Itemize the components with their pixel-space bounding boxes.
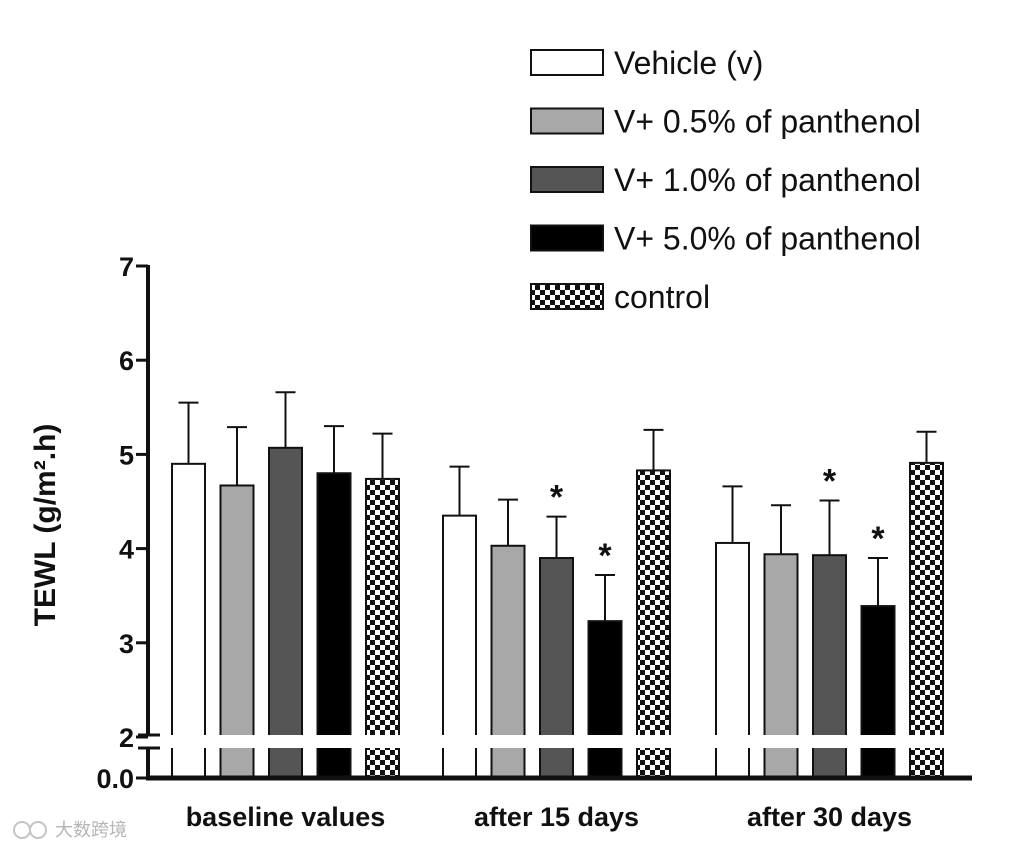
y-tick-label: 5 bbox=[119, 440, 134, 470]
significance-star: * bbox=[598, 537, 612, 575]
legend-swatch bbox=[530, 224, 604, 252]
significance-star: * bbox=[823, 463, 837, 501]
bar bbox=[171, 462, 206, 779]
y-tick-label: 6 bbox=[119, 346, 134, 376]
bar bbox=[909, 461, 944, 779]
legend-label: control bbox=[614, 279, 710, 315]
y-tick-label: 3 bbox=[119, 629, 134, 659]
bar bbox=[636, 469, 671, 779]
legend-label: V+ 1.0% of panthenol bbox=[614, 162, 921, 198]
bar bbox=[365, 477, 400, 779]
y-tick-label: 4 bbox=[119, 535, 134, 565]
watermark-logo-icon bbox=[13, 821, 47, 839]
y-tick-label: 2 bbox=[119, 723, 134, 753]
y-axis: 0.0 2 3 4 5 6 7 bbox=[96, 252, 972, 794]
legend-swatch bbox=[530, 107, 604, 135]
bar bbox=[219, 484, 255, 779]
category-label: after 30 days bbox=[747, 802, 912, 832]
legend-swatch bbox=[530, 166, 604, 193]
significance-star: * bbox=[550, 479, 564, 517]
legend-swatch bbox=[530, 283, 604, 310]
legend-label: V+ 0.5% of panthenol bbox=[614, 104, 921, 140]
category-label: after 15 days bbox=[474, 802, 639, 832]
legend-label: V+ 5.0% of panthenol bbox=[614, 221, 921, 257]
legend: Vehicle (v) V+ 0.5% of panthenol V+ 1.0% o… bbox=[530, 45, 921, 315]
significance-star: * bbox=[871, 520, 885, 558]
watermark-text: 大数跨境 bbox=[55, 820, 127, 840]
bar bbox=[587, 620, 623, 779]
bar bbox=[860, 605, 896, 780]
bar bbox=[316, 472, 352, 779]
y-axis-label: TEWL (g/m².h) bbox=[29, 424, 62, 627]
legend-swatch bbox=[530, 49, 604, 76]
legend-label: Vehicle (v) bbox=[614, 45, 763, 81]
x-axis-categories: baseline values after 15 days after 30 day… bbox=[186, 802, 912, 832]
category-label: baseline values bbox=[186, 802, 386, 832]
y-tick-label: 7 bbox=[119, 252, 134, 282]
y-tick-label: 0.0 bbox=[96, 764, 134, 794]
bar bbox=[442, 514, 477, 779]
axis-break-band bbox=[135, 735, 955, 748]
bar bbox=[268, 446, 303, 779]
bars-layer: * * * * bbox=[135, 391, 955, 780]
